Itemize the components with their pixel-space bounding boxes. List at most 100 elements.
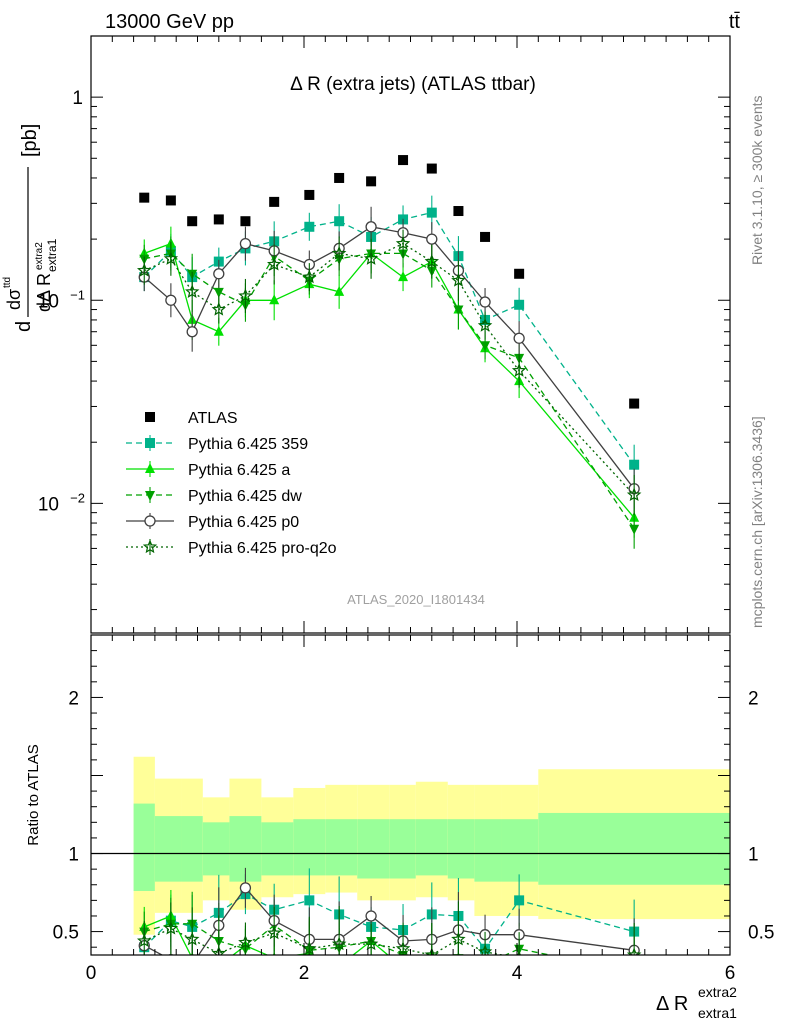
data-point <box>514 268 525 279</box>
ratio-point <box>163 920 179 935</box>
data-point <box>453 305 464 316</box>
legend-entry: Pythia 6.425 359 <box>126 435 308 453</box>
ratio-series-group <box>136 867 642 978</box>
green-band-bin <box>261 822 294 876</box>
analysis-title: Δ R (extra jets) (ATLAS ttbar) <box>290 74 536 95</box>
green-band-bin <box>357 819 390 879</box>
y-tick-exponent: −1 <box>70 287 85 302</box>
y-label-d-num: d <box>4 300 24 310</box>
data-point <box>629 459 640 470</box>
analysis-id: ATLAS_2020_I1801434 <box>347 592 485 607</box>
data-point <box>269 196 280 207</box>
ratio-y-tick-label: 1 <box>68 845 79 866</box>
ratio-point <box>629 968 639 978</box>
ratio-point <box>427 957 437 967</box>
green-band-bin <box>133 803 155 891</box>
data-point <box>213 287 224 298</box>
ratio-point <box>398 961 408 971</box>
y-label-sigma: σ <box>4 289 24 300</box>
data-point <box>395 236 411 250</box>
data-point <box>238 288 253 303</box>
data-point <box>136 263 152 277</box>
data-point <box>511 363 527 377</box>
data-point <box>139 192 150 203</box>
legend-label: ATLAS <box>188 410 238 427</box>
ratio-point <box>453 954 464 955</box>
x-label-sub: extra1 <box>698 1005 737 1021</box>
data-point <box>424 254 439 268</box>
data-point <box>366 176 377 187</box>
y-tick-label: 10 <box>38 291 59 312</box>
data-point <box>629 398 640 409</box>
data-point <box>426 233 438 245</box>
y-label-ttd: ttd <box>2 277 13 288</box>
green-band-bin <box>447 819 475 879</box>
data-point <box>240 216 251 227</box>
ratio-x-tick-label: 0 <box>86 963 97 984</box>
data-point <box>626 487 642 502</box>
green-band-bin <box>389 819 416 879</box>
ratio-point <box>267 925 282 940</box>
y-label-d: d <box>13 321 35 332</box>
ratio-point <box>629 961 639 971</box>
data-point <box>165 294 177 306</box>
green-band-bin <box>325 819 358 876</box>
series-line <box>143 211 635 466</box>
ratio-point <box>451 931 466 946</box>
data-point <box>426 163 437 174</box>
series-pythia-6-425-pro-q2o <box>136 229 642 515</box>
data-point <box>304 189 315 200</box>
data-point <box>302 269 317 284</box>
green-band-bin <box>154 816 182 882</box>
legend-marker <box>145 412 155 422</box>
main-panel: 10 −2 10 −1 1 Δ R (extra jets) (ATLAS ttbar)… <box>38 35 731 634</box>
data-point <box>334 172 345 183</box>
y-label-unit: [pb] <box>19 124 41 157</box>
data-point <box>513 332 525 344</box>
legend-label: Pythia 6.425 a <box>188 462 290 479</box>
legend-marker <box>144 515 156 527</box>
ratio-point <box>365 910 377 922</box>
legend-marker <box>145 463 155 473</box>
y-tick-exponent: −2 <box>70 490 85 505</box>
ratio-x-tick-label: 2 <box>299 963 310 984</box>
ratio-point <box>363 936 379 951</box>
legend: ATLAS Pythia 6.425 359 Pythia 6.425 a Pythi… <box>126 410 337 557</box>
legend-label: Pythia 6.425 pro-q2o <box>188 540 337 557</box>
x-label-sup: extra2 <box>698 984 737 1000</box>
energy-label: 13000 GeV pp <box>105 11 234 33</box>
legend-label: Pythia 6.425 359 <box>188 436 308 453</box>
y-label-denominator: dΔ R <box>34 273 54 312</box>
y-label-sub: extra1 <box>45 238 59 272</box>
ratio-point <box>136 933 152 948</box>
data-point <box>514 299 525 310</box>
x-label-main: Δ R <box>656 993 688 1015</box>
data-point <box>211 301 226 316</box>
ratio-point <box>214 960 224 970</box>
legend-marker <box>145 438 155 448</box>
series-line <box>144 242 635 496</box>
data-point <box>451 273 466 287</box>
main-data-layer <box>136 155 642 549</box>
ratio-point <box>334 960 344 970</box>
green-band-bin <box>415 819 448 876</box>
green-band-bin <box>538 812 730 885</box>
x-axis-label: Δ R extra2 extra1 <box>656 984 737 1021</box>
data-point <box>331 245 347 260</box>
data-point <box>334 216 345 227</box>
ratio-point <box>424 947 439 955</box>
legend-marker <box>142 539 158 554</box>
ratio-point <box>187 959 197 969</box>
data-point <box>304 221 315 232</box>
rivet-label: Rivet 3.1.10, ≥ 300k events <box>749 95 765 265</box>
data-point <box>334 285 345 296</box>
data-point <box>426 207 437 218</box>
series-atlas <box>139 155 640 409</box>
ratio-y-tick-label: 0.5 <box>53 923 79 944</box>
legend-entry: Pythia 6.425 a <box>126 461 290 479</box>
data-point <box>398 155 409 166</box>
data-point <box>185 284 200 299</box>
green-band-bin <box>501 819 539 882</box>
